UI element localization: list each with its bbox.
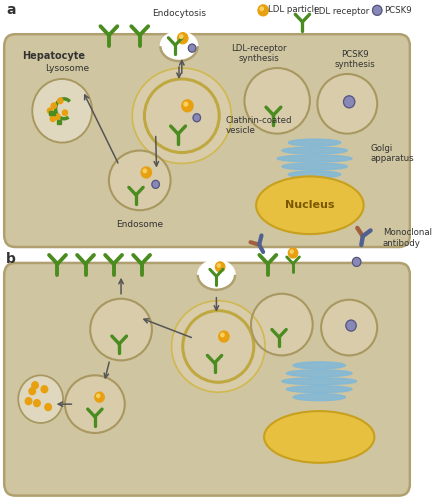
Circle shape	[55, 114, 60, 119]
Ellipse shape	[256, 176, 364, 234]
Circle shape	[50, 116, 56, 121]
Circle shape	[178, 32, 188, 44]
Bar	[57, 120, 61, 124]
Ellipse shape	[160, 31, 198, 61]
Text: Hepatocyte: Hepatocyte	[22, 51, 85, 61]
Circle shape	[32, 382, 38, 388]
Ellipse shape	[321, 300, 377, 356]
Circle shape	[62, 110, 67, 116]
Circle shape	[353, 258, 361, 266]
Ellipse shape	[293, 394, 346, 400]
Circle shape	[290, 250, 293, 253]
Circle shape	[193, 114, 201, 122]
Circle shape	[47, 108, 53, 114]
Circle shape	[288, 248, 298, 258]
Ellipse shape	[282, 378, 357, 384]
Circle shape	[217, 264, 220, 267]
Circle shape	[141, 167, 152, 178]
Text: Monoclonal
antibody: Monoclonal antibody	[383, 228, 432, 248]
Circle shape	[29, 388, 35, 394]
Ellipse shape	[198, 260, 235, 290]
FancyBboxPatch shape	[4, 34, 410, 247]
Circle shape	[182, 100, 193, 112]
Text: Clathrin-coated
vesicle: Clathrin-coated vesicle	[226, 116, 292, 136]
Circle shape	[373, 6, 382, 16]
Circle shape	[260, 7, 263, 10]
Circle shape	[58, 98, 63, 103]
Ellipse shape	[109, 150, 170, 210]
Text: Lysosome: Lysosome	[45, 64, 89, 73]
Text: Endosome: Endosome	[116, 220, 163, 229]
Ellipse shape	[251, 294, 313, 356]
Ellipse shape	[90, 298, 152, 360]
Text: PCSK9
synthesis: PCSK9 synthesis	[334, 50, 375, 69]
Ellipse shape	[286, 370, 352, 377]
Circle shape	[32, 79, 92, 142]
Ellipse shape	[183, 310, 254, 382]
Circle shape	[184, 102, 187, 106]
Ellipse shape	[277, 155, 352, 162]
Ellipse shape	[244, 68, 310, 134]
Text: Nucleus: Nucleus	[285, 200, 335, 210]
Circle shape	[95, 392, 104, 402]
FancyBboxPatch shape	[4, 263, 410, 496]
Ellipse shape	[282, 163, 347, 170]
Circle shape	[25, 398, 32, 404]
Text: a: a	[6, 4, 16, 18]
Ellipse shape	[288, 171, 341, 178]
Circle shape	[45, 404, 51, 410]
Text: Golgi
apparatus: Golgi apparatus	[371, 144, 414, 163]
Ellipse shape	[286, 386, 352, 392]
Text: LDL particle: LDL particle	[268, 6, 319, 15]
Circle shape	[219, 331, 229, 342]
Circle shape	[258, 5, 268, 16]
Circle shape	[215, 262, 225, 272]
Ellipse shape	[318, 74, 377, 134]
Ellipse shape	[264, 411, 374, 463]
Text: b: b	[6, 252, 16, 266]
Text: LDL receptor: LDL receptor	[314, 7, 369, 16]
Circle shape	[143, 169, 146, 172]
Circle shape	[221, 333, 224, 336]
Ellipse shape	[282, 147, 347, 154]
Circle shape	[343, 96, 355, 108]
Circle shape	[18, 376, 63, 423]
Circle shape	[97, 394, 100, 398]
Text: Endocytosis: Endocytosis	[152, 10, 206, 18]
Ellipse shape	[288, 139, 341, 146]
Circle shape	[346, 320, 356, 331]
Circle shape	[188, 44, 196, 52]
Ellipse shape	[172, 300, 265, 392]
Ellipse shape	[65, 376, 125, 433]
Circle shape	[180, 35, 183, 38]
Ellipse shape	[145, 79, 219, 152]
Text: PCSK9: PCSK9	[384, 6, 411, 15]
Circle shape	[34, 400, 40, 406]
Circle shape	[51, 103, 57, 108]
Ellipse shape	[132, 68, 231, 164]
Ellipse shape	[293, 362, 346, 369]
Circle shape	[41, 386, 48, 392]
Circle shape	[152, 180, 159, 188]
Text: LDL-receptor
synthesis: LDL-receptor synthesis	[231, 44, 286, 63]
Bar	[49, 111, 55, 115]
